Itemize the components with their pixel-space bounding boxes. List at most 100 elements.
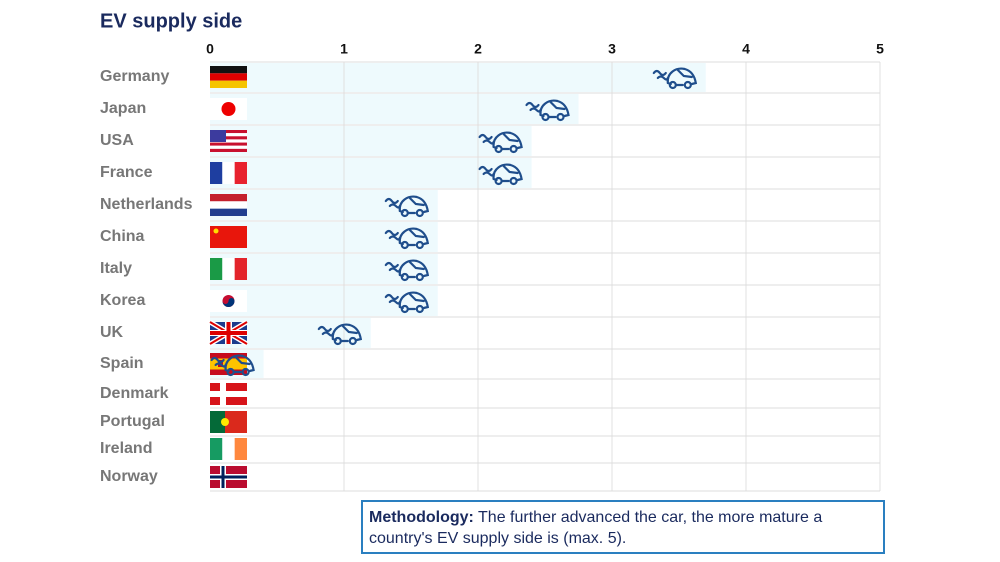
flag [210,258,247,280]
car-part [348,336,357,346]
car-part [331,323,363,343]
flag-part [210,208,247,216]
flag-part [221,418,229,426]
car-part [398,195,430,215]
car-part [398,227,430,247]
car-part [539,99,570,119]
x-tick-label: 4 [742,41,750,57]
note-label: Methodology: [369,509,474,526]
flag-part [210,331,247,335]
y-tick-label: Italy [100,260,132,277]
y-tick-label: France [100,164,153,181]
flag [210,466,247,488]
car-part [398,259,430,279]
y-tick-label: Ireland [100,440,152,457]
car-part [494,176,503,186]
car-part [226,367,235,377]
flag-part [222,438,235,460]
bar [210,63,706,92]
flag-part [210,80,247,88]
bar [210,94,579,124]
y-tick-label: Spain [100,355,144,372]
flag [210,226,247,248]
flag-part [234,162,247,184]
y-tick-label: China [100,228,145,245]
car-part [415,240,424,250]
car-part [241,367,250,377]
flag-part [210,258,223,280]
flag [210,438,247,460]
car-part [333,336,342,346]
car-part [224,354,255,374]
methodology-note: Methodology: The further advanced the ca… [361,500,885,554]
y-tick-label: Portugal [100,413,165,430]
car-marker [384,291,430,314]
car-marker [652,67,698,90]
car-part [415,208,424,218]
flag-part [225,411,247,433]
car-marker [478,131,523,154]
flag-part [210,162,223,184]
flag-part [210,145,247,149]
car-part [494,144,503,154]
y-tick-label: Korea [100,292,145,309]
flag [210,383,247,405]
car-part [492,163,523,183]
flag-part [210,66,247,74]
flag-part [210,136,247,140]
note-text: The further advanced the car, the more m… [369,509,823,547]
flag-part [210,148,247,152]
car-marker [384,259,430,282]
flag-part [210,364,247,370]
car-part [668,80,677,90]
flag-part [222,162,235,184]
flag-part [210,475,247,479]
flag-part [210,130,247,134]
flag [210,411,247,433]
x-tick-label: 1 [340,41,348,57]
car-part [415,304,424,314]
x-tick-label: 5 [876,41,884,57]
flag-part [210,139,247,143]
flag-part [213,228,219,234]
car-part [666,67,698,87]
flag-part [210,133,247,137]
flag [210,66,247,88]
flag-part [210,201,247,209]
y-tick-label: Germany [100,68,169,85]
car-marker [384,195,430,218]
car-marker [384,227,430,250]
car-marker [317,323,363,346]
car-part [509,176,518,186]
x-tick-label: 3 [608,41,616,57]
x-tick-label: 2 [474,41,482,57]
car-marker [478,163,523,186]
car-marker [210,354,255,377]
flag-part [234,258,247,280]
y-tick-label: Japan [100,100,146,117]
car-part [556,112,565,122]
flag-part [210,73,247,81]
flag-part [210,391,247,397]
x-tick-label: 0 [206,41,214,57]
flag-part [221,102,236,116]
flag-part [210,194,247,202]
flag-part [222,258,235,280]
flag-part [210,353,247,359]
car-part [400,272,409,282]
flag [210,98,247,120]
car-part [541,112,550,122]
flag-part [210,226,247,248]
flag-part [222,298,235,307]
car-part [400,208,409,218]
car-part [400,240,409,250]
y-tick-label: Netherlands [100,196,193,213]
flag-part [210,438,223,460]
flag [210,130,247,152]
chart-title: EV supply side [100,10,242,32]
flag-part [210,142,247,146]
flag [208,319,249,347]
y-tick-label: UK [100,324,124,341]
